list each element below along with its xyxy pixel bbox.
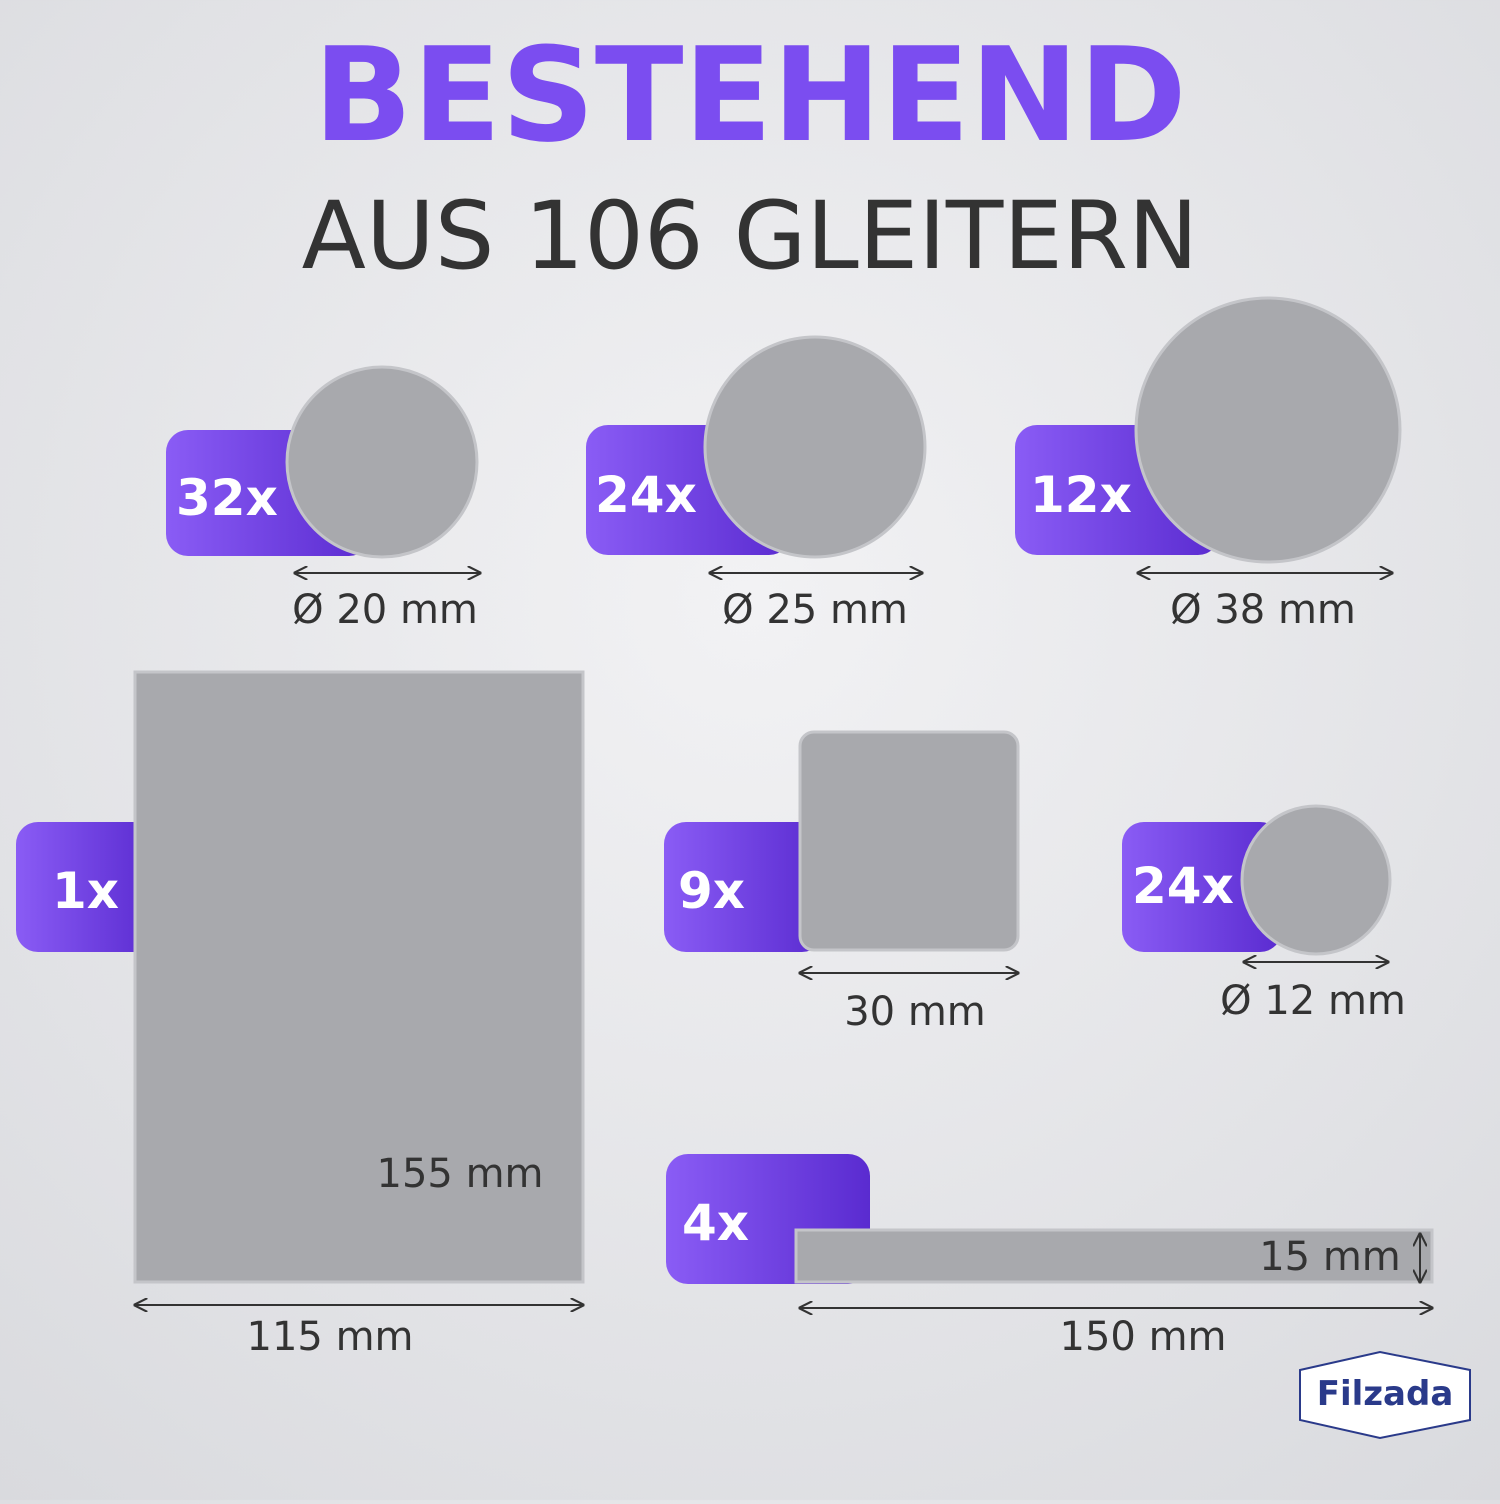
title: BESTEHEND — [313, 19, 1186, 171]
size: 15 mm — [1259, 1234, 1401, 1280]
size: Ø 20 mm — [292, 587, 478, 633]
size: 155 mm — [377, 1151, 544, 1197]
size: 115 mm — [247, 1314, 414, 1360]
brand: Filzada — [1317, 1374, 1454, 1414]
size: Ø 12 mm — [1220, 978, 1406, 1024]
size-labels: Ø 20 mm Ø 25 mm Ø 38 mm 115 mm 155 mm 30… — [247, 587, 1406, 1360]
count: 4x — [682, 1194, 749, 1252]
size: 150 mm — [1060, 1314, 1227, 1360]
subtitle: AUS 106 GLEITERN — [302, 182, 1199, 291]
size: 30 mm — [844, 989, 986, 1035]
count: 1x — [52, 862, 119, 920]
size: Ø 38 mm — [1170, 587, 1356, 633]
count-labels: 32x 24x 12x 1x 9x 24x 4x — [52, 466, 1234, 1252]
size: Ø 25 mm — [722, 587, 908, 633]
count: 24x — [1132, 857, 1234, 915]
logo-badge — [1299, 1350, 1471, 1440]
count: 32x — [176, 469, 278, 527]
count: 24x — [595, 466, 697, 524]
count: 12x — [1030, 466, 1132, 524]
felt-shapes — [16, 296, 1434, 1284]
dimension-arrows — [135, 573, 1432, 1308]
count: 9x — [678, 862, 745, 920]
